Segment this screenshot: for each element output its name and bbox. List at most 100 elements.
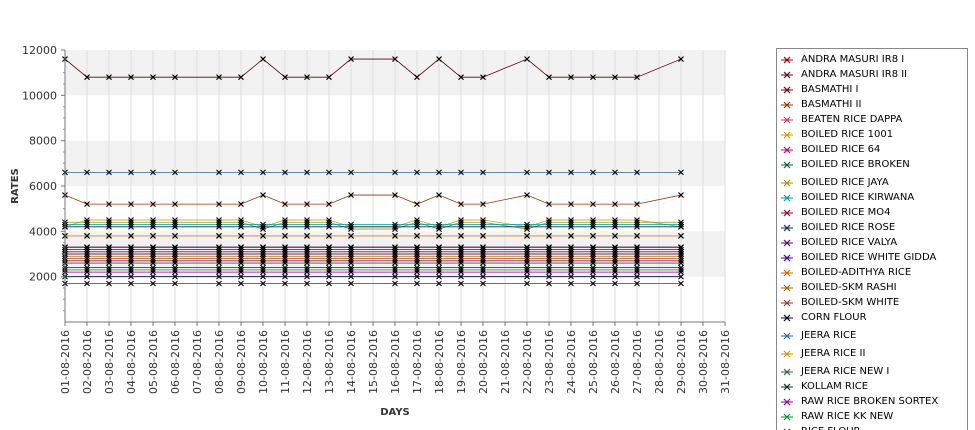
data-point (678, 260, 684, 266)
data-point (106, 244, 112, 251)
data-point (216, 255, 222, 262)
data-point (524, 248, 530, 255)
x-tick-label: 30-08-2016 (697, 330, 710, 394)
x-tick-label: 13-08-2016 (323, 330, 336, 394)
x-tick-label: 06-08-2016 (169, 330, 182, 394)
data-point (106, 257, 112, 264)
data-point (238, 74, 244, 81)
data-point (678, 219, 684, 226)
data-point (458, 232, 464, 239)
data-point (414, 269, 420, 276)
legend-label: CORN FLOUR (801, 312, 867, 323)
legend-marker-icon (781, 146, 793, 154)
data-point (612, 221, 618, 228)
data-point (590, 257, 596, 264)
legend-marker-icon (781, 161, 793, 169)
data-point (458, 74, 464, 81)
data-point (546, 273, 552, 280)
x-tick-label: 15-08-2016 (367, 330, 380, 394)
data-point (392, 246, 398, 253)
data-point (282, 253, 288, 260)
legend-label: BOILED RICE ROSE (801, 222, 896, 233)
data-point (392, 269, 398, 276)
x-tick-label: 27-08-2016 (631, 330, 644, 394)
data-point (260, 280, 266, 287)
data-point (216, 246, 222, 253)
x-tick-label: 31-08-2016 (719, 330, 732, 394)
data-point (634, 74, 640, 81)
data-point (326, 74, 332, 81)
x-tick-label: 21-08-2016 (499, 330, 512, 394)
data-point (304, 255, 310, 262)
data-point (568, 244, 574, 251)
legend-item: ANDRA MASURI IR8 I (777, 54, 967, 68)
data-point (612, 255, 618, 262)
data-point (436, 253, 442, 260)
data-point (282, 257, 288, 264)
data-point (150, 221, 156, 228)
data-point (326, 223, 332, 230)
data-point (436, 280, 442, 287)
data-point (260, 253, 266, 260)
legend-item: BOILED RICE 1001 (777, 129, 967, 143)
data-point (634, 269, 640, 276)
data-point (172, 253, 178, 260)
data-point (590, 273, 596, 280)
data-point (106, 255, 112, 262)
data-point (634, 253, 640, 260)
data-point (612, 280, 618, 287)
data-point (458, 201, 464, 208)
data-point (106, 260, 112, 266)
data-point (458, 219, 464, 226)
legend-label: BOILED-ADITHYA RICE (801, 267, 912, 278)
data-point (436, 232, 442, 239)
data-point (150, 264, 156, 271)
data-point (348, 273, 354, 280)
legend-label: BEATEN RICE DAPPA (801, 114, 903, 125)
data-point (150, 219, 156, 226)
data-point (414, 266, 420, 273)
data-point (590, 246, 596, 253)
data-point (480, 246, 486, 253)
data-point (480, 253, 486, 260)
legend-item: JEERA RICE NEW I (777, 366, 967, 380)
series (62, 244, 684, 251)
legend-label: JEERA RICE (801, 330, 857, 341)
data-point (546, 201, 552, 208)
data-point (260, 226, 266, 232)
data-point (678, 221, 684, 228)
data-point (304, 264, 310, 271)
data-point (590, 251, 596, 257)
legend-marker-icon (781, 368, 793, 376)
data-point (260, 223, 266, 230)
data-point (612, 257, 618, 264)
y-tick-label: 2000 (29, 271, 57, 284)
data-point (216, 74, 222, 81)
data-point (84, 221, 90, 228)
data-point (436, 223, 442, 230)
data-point (480, 201, 486, 208)
data-point (568, 217, 574, 223)
data-point (238, 257, 244, 264)
data-point (348, 264, 354, 271)
data-point (172, 201, 178, 208)
x-tick-label: 07-08-2016 (191, 330, 204, 394)
data-point (304, 223, 310, 230)
data-point (414, 232, 420, 239)
data-point (304, 260, 310, 266)
data-point (392, 264, 398, 271)
data-point (84, 219, 90, 226)
data-point (590, 269, 596, 276)
data-point (524, 244, 530, 251)
data-point (106, 246, 112, 253)
data-point (106, 251, 112, 257)
data-point (414, 257, 420, 264)
legend-label: BOILED-SKM WHITE (801, 297, 900, 308)
data-point (216, 251, 222, 257)
data-point (546, 217, 552, 223)
line-chart: 2000 4000 6000 8000 10000 12000 01-08-2016 02-… (10, 44, 732, 418)
data-point (238, 248, 244, 255)
data-point (414, 260, 420, 266)
data-point (392, 221, 398, 228)
data-point (480, 255, 486, 262)
